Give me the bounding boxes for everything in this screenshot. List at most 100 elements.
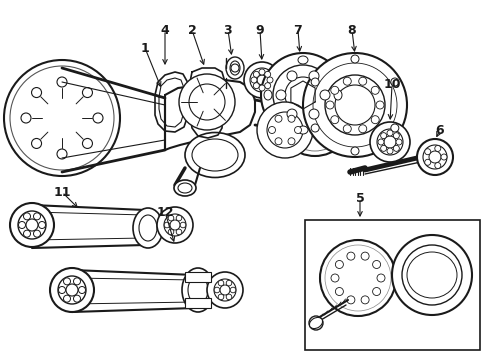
Circle shape [377,139,383,145]
Circle shape [308,109,318,119]
Circle shape [19,221,25,229]
Circle shape [391,235,471,315]
Circle shape [23,213,30,220]
Circle shape [428,151,440,163]
Circle shape [303,53,406,157]
Circle shape [422,145,446,169]
Text: 9: 9 [255,23,264,36]
Circle shape [21,113,31,123]
Circle shape [250,77,257,83]
Circle shape [34,213,41,220]
Circle shape [32,87,41,98]
Circle shape [253,71,259,77]
Circle shape [179,74,235,130]
Circle shape [4,60,120,176]
Circle shape [319,240,395,316]
Circle shape [282,85,347,151]
Circle shape [411,255,451,295]
Circle shape [401,245,461,305]
Ellipse shape [187,276,207,304]
Circle shape [259,69,264,75]
Text: 2: 2 [187,23,196,36]
Ellipse shape [333,90,341,100]
Circle shape [266,77,272,83]
Bar [184,298,210,308]
Circle shape [257,102,312,158]
Circle shape [26,219,38,231]
Circle shape [360,252,368,260]
Circle shape [44,100,80,136]
Ellipse shape [229,61,240,75]
Text: 8: 8 [347,23,356,36]
Circle shape [73,278,81,285]
Circle shape [380,145,386,151]
Circle shape [286,109,296,119]
Circle shape [54,110,70,126]
Circle shape [360,296,368,304]
Circle shape [395,139,401,145]
Circle shape [386,130,392,136]
Circle shape [288,114,296,122]
Ellipse shape [309,318,322,329]
Text: 3: 3 [223,23,232,36]
Circle shape [272,65,332,125]
Circle shape [350,55,358,63]
Circle shape [39,221,45,229]
Bar [184,272,210,282]
Circle shape [386,148,392,154]
Circle shape [274,138,282,145]
Circle shape [206,272,243,308]
Ellipse shape [182,268,214,312]
Circle shape [168,229,173,235]
Circle shape [226,280,231,286]
Circle shape [79,287,85,293]
Circle shape [383,136,395,148]
Text: 10: 10 [383,78,400,91]
Circle shape [370,86,379,94]
Circle shape [299,95,307,103]
Circle shape [343,77,350,85]
Circle shape [266,112,303,148]
Circle shape [259,85,264,91]
Circle shape [310,124,319,132]
Circle shape [375,101,383,109]
Circle shape [253,83,259,89]
Circle shape [358,77,366,85]
Text: 11: 11 [53,185,71,198]
Circle shape [335,288,343,296]
Circle shape [376,274,384,282]
Circle shape [82,87,92,98]
Circle shape [163,214,185,236]
Ellipse shape [297,56,307,64]
Circle shape [176,229,182,235]
Circle shape [321,133,329,141]
Circle shape [274,115,282,122]
Circle shape [312,63,396,147]
Circle shape [63,278,70,285]
Circle shape [319,90,329,100]
Circle shape [308,316,323,330]
Circle shape [170,220,180,230]
Ellipse shape [264,90,271,100]
Circle shape [370,116,379,124]
Circle shape [230,64,239,72]
Circle shape [249,68,273,92]
Ellipse shape [174,180,196,196]
Circle shape [34,230,41,237]
Text: 7: 7 [293,23,302,36]
Circle shape [325,245,390,311]
Bar [305,220,479,350]
Circle shape [339,260,375,296]
Circle shape [176,215,182,221]
Circle shape [380,132,386,139]
Circle shape [214,287,219,293]
Circle shape [346,296,354,304]
Circle shape [189,84,224,120]
Circle shape [180,222,185,228]
Ellipse shape [139,215,157,241]
Circle shape [264,83,270,89]
Ellipse shape [225,57,244,79]
Circle shape [294,126,301,134]
Circle shape [59,287,65,293]
Circle shape [218,280,224,286]
